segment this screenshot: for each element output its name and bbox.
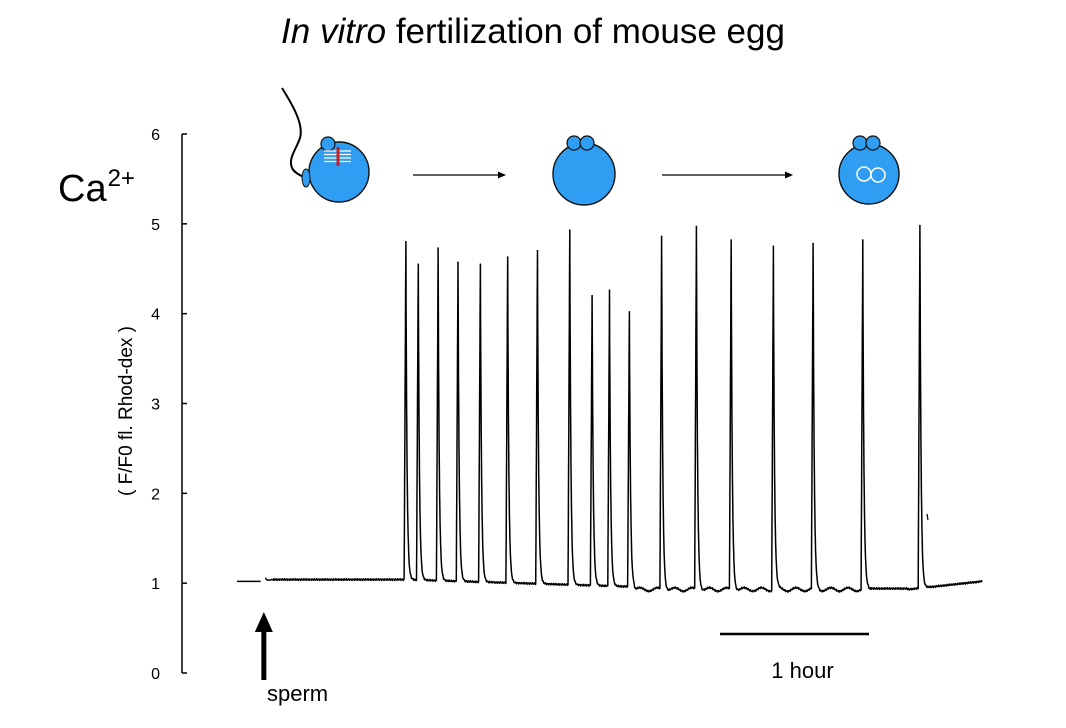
spike-peak-3 [437, 247, 439, 249]
spike-peak-12 [660, 235, 663, 238]
sperm-head [301, 168, 311, 188]
trace-group [237, 224, 983, 593]
y-tick-label: 5 [151, 217, 160, 234]
egg-with-polar-bodies [552, 135, 616, 206]
title-italic: In vitro [281, 12, 387, 51]
spike-peak-18 [919, 224, 921, 227]
sperm-label: sperm [267, 681, 328, 706]
calcium-label: Ca2+ [58, 165, 135, 211]
y-tick-label: 1 [151, 576, 160, 593]
calcium-label-superscript: 2+ [107, 165, 135, 192]
spike-peak-8 [568, 229, 571, 231]
arrow-head [785, 171, 793, 179]
y-tick-label: 0 [151, 666, 160, 683]
sperm-arrow-head [254, 612, 273, 632]
arrow-head [498, 171, 506, 179]
annotations: sperm 1 hour [254, 612, 869, 706]
spike-peak-14 [730, 239, 732, 241]
spike-peak-17 [862, 239, 864, 241]
calcium-label-base: Ca [58, 168, 107, 210]
egg-stage-illustrations [281, 87, 900, 206]
spike-peak-2 [417, 263, 420, 266]
y-tick-label: 2 [151, 486, 160, 503]
spike-peak-4 [457, 261, 459, 264]
egg-body [552, 142, 616, 206]
scale-bar-label: 1 hour [771, 658, 833, 683]
spike-peak-15 [772, 245, 775, 248]
chart-title: In vitro fertilization of mouse egg [0, 12, 1066, 52]
polar-body [566, 135, 582, 151]
polar-body [852, 135, 868, 151]
spike-peak-11 [628, 311, 631, 313]
y-tick-label: 3 [151, 397, 160, 414]
title-rest: fertilization of mouse egg [395, 12, 785, 51]
pronucleus [870, 167, 886, 183]
y-axis: 0 1 2 3 4 5 6 [151, 127, 187, 683]
y-tick-label: 4 [151, 307, 160, 324]
egg-with-sperm [281, 87, 370, 203]
spike-peak-5 [479, 263, 482, 266]
stage-arrow-2 [662, 171, 793, 179]
spike-peak-13 [695, 225, 698, 228]
spike-peak-6 [506, 256, 509, 258]
spike-peak-1 [405, 241, 407, 243]
y-tick-label: 6 [151, 127, 160, 144]
zygote-with-pronuclei [838, 135, 900, 205]
spike-peak-9 [591, 294, 593, 297]
spike-peak-7 [536, 249, 539, 252]
polar-body [579, 135, 595, 151]
spike-peak-10 [608, 289, 611, 292]
stray-mark [926, 513, 929, 521]
egg-body [838, 143, 900, 205]
trace-main [264, 224, 983, 593]
polar-body [865, 135, 881, 151]
spike-peak-16 [812, 242, 814, 245]
sperm-tail [281, 87, 306, 179]
polar-body [320, 136, 336, 152]
stage-arrow-1 [413, 171, 506, 179]
